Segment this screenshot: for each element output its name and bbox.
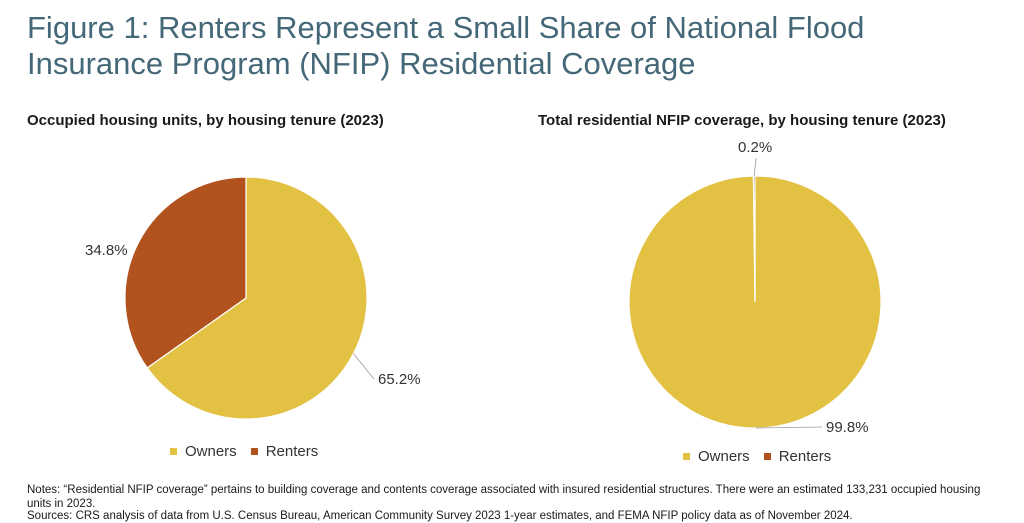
figure-title: Figure 1: Renters Represent a Small Shar…: [27, 10, 865, 81]
pie-charts: 65.2% 34.8% 99.8% 0.2%: [85, 139, 882, 436]
notes-text: Notes: “Residential NFIP coverage” perta…: [27, 484, 981, 510]
renters-swatch: [250, 448, 258, 455]
source-text: Sources: CRS analysis of data from U.S. …: [27, 510, 853, 522]
pie-1-leader-owners: [755, 426, 823, 429]
legend-item-owners: Owners: [170, 443, 237, 460]
pie-0-leader-owners: [353, 353, 375, 380]
legend-item-renters: Renters: [250, 443, 319, 460]
owners-swatch: [683, 453, 690, 460]
legend-owners-label: Owners: [185, 443, 237, 460]
legend-owners-label: Owners: [698, 448, 750, 465]
right-chart-title: Total residential NFIP coverage, by hous…: [538, 112, 946, 129]
renters-swatch: [763, 453, 771, 460]
left-legend: Owners Renters: [170, 443, 332, 460]
legend-renters-label: Renters: [778, 448, 832, 465]
left-chart-title: Occupied housing units, by housing tenur…: [27, 112, 384, 129]
legend-renters-label: Renters: [265, 443, 319, 460]
owners-swatch: [170, 448, 177, 455]
pie-1-leader-renters: [753, 157, 757, 177]
pie-0-slice-renters: [124, 176, 247, 369]
legend-item-owners: Owners: [683, 448, 750, 465]
pie-1-label-owners: 99.8%: [826, 419, 869, 436]
right-legend: Owners Renters: [683, 448, 845, 465]
pie-0-label-renters: 34.8%: [85, 242, 128, 259]
pie-1-label-renters: 0.2%: [738, 139, 772, 156]
pie-0-slice-owners: [146, 176, 368, 420]
pie-0-label-owners: 65.2%: [378, 371, 421, 388]
legend-item-renters: Renters: [763, 448, 832, 465]
